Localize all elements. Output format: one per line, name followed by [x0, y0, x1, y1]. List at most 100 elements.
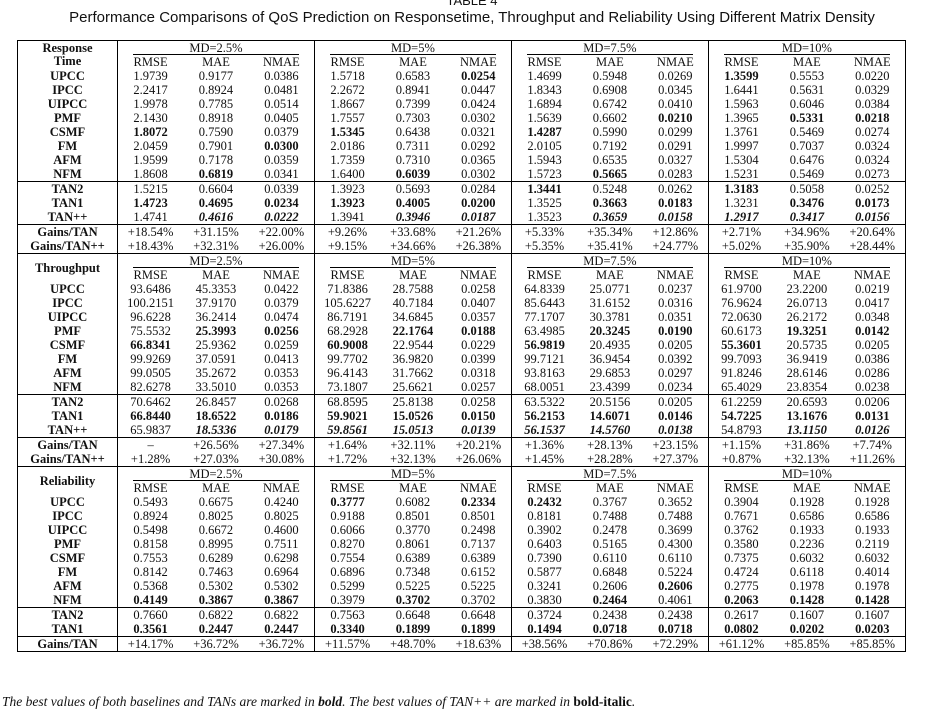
cell: 0.8061 [395, 537, 431, 551]
cell: 0.0300 [248, 139, 315, 153]
cell: +11.26% [839, 452, 906, 467]
cell: 0.0405 [248, 111, 315, 125]
cell: 0.1928 [839, 495, 906, 509]
cell: 0.5248 [577, 181, 643, 196]
row-label: TAN2 [17, 607, 118, 622]
cell: 23.2200 [786, 282, 828, 296]
cell: 25.9362 [195, 338, 237, 352]
cell: 0.0158 [642, 210, 709, 225]
cell: 0.5302 [248, 579, 315, 593]
cell: 1.6400 [330, 167, 365, 181]
cell: 0.0269 [642, 69, 709, 83]
cell: 1.9739 [133, 69, 168, 83]
cell: 0.6908 [592, 83, 628, 97]
cell: 55.3601 [721, 338, 762, 352]
data-row: TAN2 0.7660 0.6822 0.6822 0.7563 0.6648 0.6648… [17, 607, 906, 622]
group-header: MD=2.5% [117, 253, 315, 268]
data-row: UIPCC 1.9978 0.7785 0.0514 1.8667 0.7399 0.042… [17, 97, 906, 111]
cell: 65.4029 [721, 380, 762, 394]
cell: 54.8793 [721, 423, 762, 437]
cell: 0.0139 [445, 423, 512, 438]
cell: +14.17% [117, 636, 184, 652]
cell: 0.0256 [248, 324, 315, 338]
cell: 0.3659 [592, 210, 628, 224]
cell: 1.7557 [330, 111, 365, 125]
data-row: AFM 99.0505 35.2672 0.0353 96.4143 31.7662 0.0… [17, 366, 906, 380]
cell: 1.8072 [133, 125, 168, 139]
cell: 0.4695 [198, 196, 234, 210]
cell: +20.64% [839, 224, 906, 239]
cell: 0.0257 [445, 380, 512, 395]
cell: +18.43% [127, 239, 174, 253]
row-label: AFM [17, 153, 118, 167]
cell: +20.21% [445, 437, 512, 452]
cell: 0.1978 [839, 579, 906, 593]
cell: 0.7348 [395, 565, 431, 579]
cell: 0.8270 [330, 537, 365, 551]
metric-header: NMAE [839, 55, 906, 69]
cell: 0.6604 [183, 181, 249, 196]
cell: 0.2432 [527, 495, 562, 509]
cell: 0.6822 [183, 607, 249, 622]
group-label: MD=5% [329, 41, 497, 55]
cell: 0.1899 [395, 622, 431, 636]
cell: 60.9008 [327, 338, 368, 352]
group-label: MD=2.5% [132, 41, 300, 55]
cell: 0.4240 [248, 495, 315, 509]
group-label: MD=7.5% [526, 254, 694, 268]
data-row: TAN++ 65.9837 18.5336 0.0179 59.8561 15.0513 0… [17, 423, 906, 438]
cell: 26.8457 [183, 394, 249, 409]
cell: 0.5553 [789, 69, 825, 83]
table-number: TABLE 4 [446, 0, 498, 8]
cell: 0.2775 [724, 579, 759, 593]
cell: 34.6845 [392, 310, 434, 324]
row-label: PMF [17, 537, 118, 551]
cell: 0.4300 [642, 537, 709, 551]
cell: 0.1494 [527, 622, 562, 636]
cell: 0.4014 [839, 565, 906, 579]
row-label: IPCC [17, 509, 118, 523]
data-row: UPCC 0.5493 0.6675 0.4240 0.3777 0.6082 0.2334… [17, 495, 906, 509]
cell: 0.0187 [445, 210, 512, 225]
cell: 0.8995 [198, 537, 234, 551]
cell: +36.72% [183, 636, 249, 652]
header-row: Throughput MD=2.5% MD=5% MD=7.5% MD=10% [17, 253, 906, 282]
data-row: TAN1 1.4723 0.4695 0.0234 1.3923 0.4005 0.0200… [17, 196, 906, 210]
row-label: TAN2 [17, 394, 118, 409]
cell: +18.54% [117, 224, 184, 239]
footnote-text: . [631, 694, 636, 709]
cell: 1.3599 [724, 69, 759, 83]
cell: 0.7488 [592, 509, 628, 523]
cell: 22.1764 [392, 324, 434, 338]
cell: 0.3762 [724, 523, 759, 537]
cell: +85.85% [774, 636, 840, 652]
cell: 0.3946 [395, 210, 431, 224]
cell: 0.2606 [642, 579, 709, 593]
cell: 1.7359 [330, 153, 365, 167]
cell: +18.63% [445, 636, 512, 652]
cell: +1.45% [524, 452, 565, 466]
cell: 0.5331 [789, 111, 825, 125]
cell: +28.44% [839, 239, 906, 254]
cell: 0.3830 [527, 593, 562, 607]
metric-header: RMSE [527, 55, 562, 69]
cell: +26.56% [183, 437, 249, 452]
cell: 0.5225 [395, 579, 431, 593]
cell: 0.2447 [248, 622, 315, 637]
group-header: MD=2.5% [117, 40, 315, 55]
row-label: FM [17, 139, 118, 153]
cell: 66.8440 [130, 409, 171, 423]
row-label: UIPCC [17, 310, 118, 324]
cell: +21.26% [445, 224, 512, 239]
cell: 0.6819 [198, 167, 234, 181]
cell: 0.0286 [839, 366, 906, 380]
cell: +5.35% [524, 239, 565, 253]
cell: 1.5231 [724, 167, 759, 181]
data-row: PMF 0.8158 0.8995 0.7511 0.8270 0.8061 0.7137 0… [17, 537, 906, 551]
cell: 0.5224 [642, 565, 709, 579]
cell: 0.9188 [330, 509, 365, 523]
cell: 76.9624 [721, 296, 762, 310]
cell: +0.87% [721, 452, 762, 466]
cell: 0.0274 [839, 125, 906, 139]
cell: 20.5156 [577, 394, 643, 409]
